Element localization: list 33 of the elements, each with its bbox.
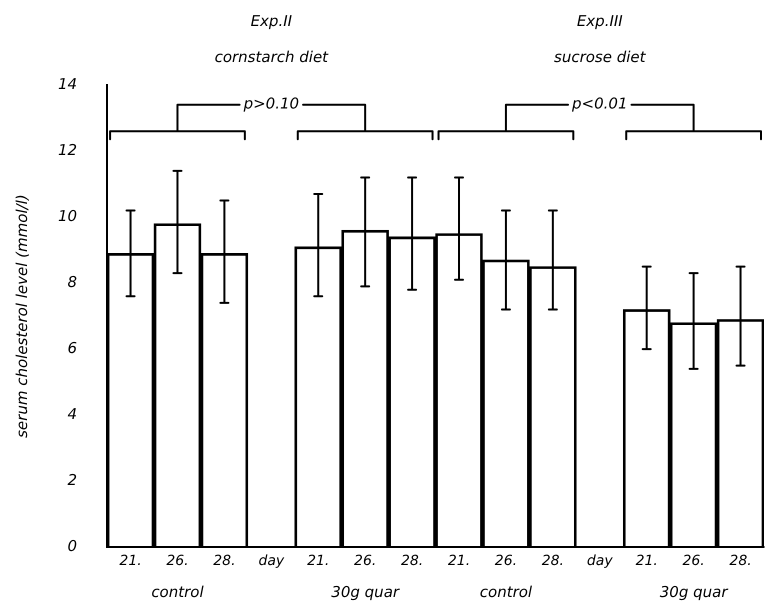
y-tick-label: 2 [68,471,78,490]
x-tick-label: 21. [119,553,142,570]
y-tick-label: 10 [58,206,78,225]
y-tick-label: 14 [58,74,78,93]
y-tick-label: 6 [68,339,78,358]
x-tick-label: 28. [729,553,752,570]
y-tick-label: 0 [68,537,78,556]
x-tick-label: 28. [542,553,564,570]
x-tick-label: day [586,553,614,570]
y-tick-label: 12 [58,140,78,159]
annotation: p>0.10 [242,94,300,113]
x-tick-label: 26. [354,553,376,570]
text: control [151,583,204,602]
x-tick-label: 26. [166,553,189,570]
x-tick-label: 28. [400,553,424,570]
text: cornstarch diet [214,48,330,66]
y-axis-title: serum cholesterol level (mmol/l) [12,194,31,438]
text: Exp.III [576,12,624,30]
text: 30g quar [331,583,400,602]
x-tick-label: 21. [448,553,470,570]
text: control [480,583,533,602]
x-tick-label: 28. [213,553,236,570]
y-tick-label: 8 [68,272,78,291]
x-tick-label: 26. [494,553,518,570]
annotation: p<0.01 [571,94,628,113]
x-tick-label: day [258,553,285,570]
text: sucrose diet [554,48,647,66]
x-tick-label: 21. [307,553,330,570]
y-tick-label: 4 [68,405,78,424]
x-tick-label: 21. [636,553,658,570]
x-tick-label: 26. [682,553,705,570]
text: 30g quar [660,583,728,602]
text: Exp.II [250,12,293,30]
